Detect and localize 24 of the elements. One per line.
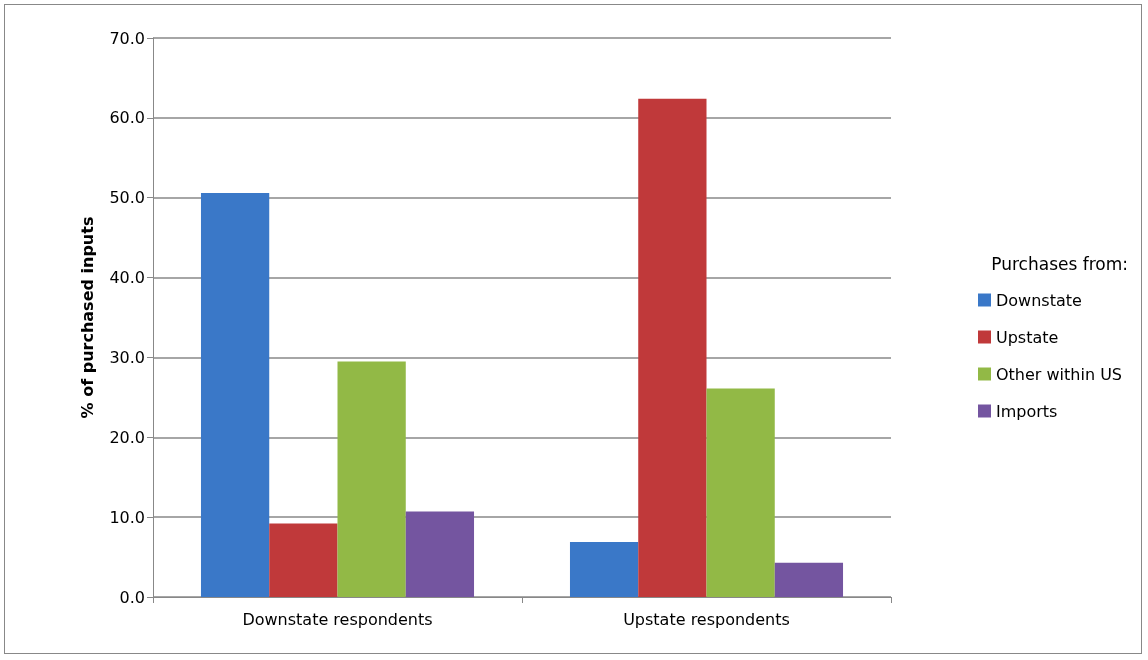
y-tick-label: 60.0 (109, 108, 145, 128)
bar (569, 541, 639, 597)
y-tick-label: 70.0 (109, 28, 145, 48)
bar (269, 523, 338, 597)
y-tick-label: 30.0 (109, 347, 145, 367)
bar (638, 98, 707, 597)
legend-label: Imports (996, 401, 1058, 421)
legend-label: Upstate (996, 327, 1059, 347)
bar (774, 562, 844, 597)
legend-label: Downstate (996, 290, 1082, 310)
y-tick-label: 40.0 (109, 268, 145, 288)
bar (337, 361, 406, 597)
y-tick-label: 10.0 (109, 507, 145, 527)
y-tick-label: 0.0 (119, 587, 145, 607)
y-tick-label: 50.0 (109, 188, 145, 208)
x-tick-label: Downstate respondents (242, 609, 433, 629)
y-axis-title: % of purchased inputs (77, 216, 97, 419)
y-tick-label: 20.0 (109, 427, 145, 447)
bar (200, 192, 270, 597)
legend-title: Purchases from: (991, 253, 1128, 274)
legend-label: Other within US (996, 364, 1122, 384)
bar (405, 511, 475, 597)
x-tick-label: Upstate respondents (623, 609, 790, 629)
bar (706, 388, 775, 597)
